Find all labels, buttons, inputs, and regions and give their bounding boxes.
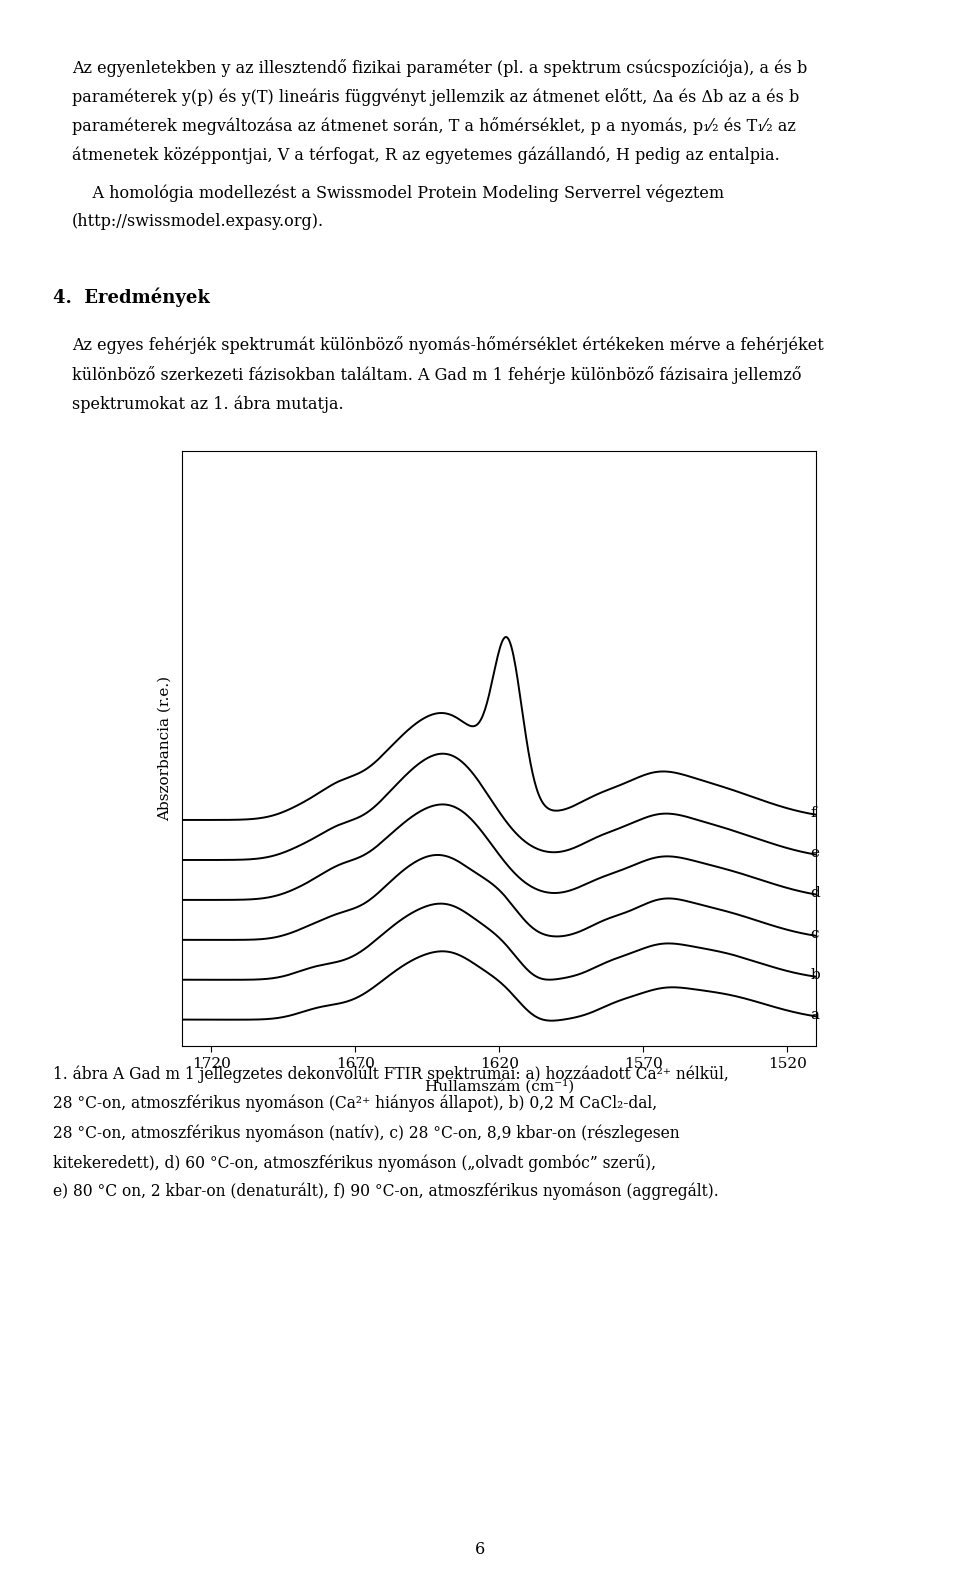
- Text: d: d: [810, 886, 820, 900]
- Text: e: e: [810, 846, 819, 860]
- Text: átmenetek középpontjai, V a térfogat, R az egyetemes gázállandó, H pedig az enta: átmenetek középpontjai, V a térfogat, R …: [72, 148, 780, 165]
- Text: e) 80 °C on, 2 kbar-on (denaturált), f) 90 °C-on, atmoszférikus nyomáson (aggreg: e) 80 °C on, 2 kbar-on (denaturált), f) …: [53, 1182, 718, 1200]
- Text: paraméterek megváltozása az átmenet során, T a hőmérséklet, p a nyomás, p₁⁄₂ és : paraméterek megváltozása az átmenet sorá…: [72, 117, 796, 135]
- Text: b: b: [810, 968, 820, 982]
- Text: különböző szerkezeti fázisokban találtam. A Gad m 1 fehérje különböző fázisaira : különböző szerkezeti fázisokban találtam…: [72, 365, 802, 384]
- Text: a: a: [810, 1008, 819, 1022]
- Text: f: f: [810, 806, 816, 820]
- Text: Az egyenletekben y az illesztendő fizikai paraméter (pl. a spektrum csúcspozíció: Az egyenletekben y az illesztendő fizika…: [72, 59, 807, 76]
- Text: 28 °C-on, atmoszférikus nyomáson (natív), c) 28 °C-on, 8,9 kbar-on (részlegesen: 28 °C-on, atmoszférikus nyomáson (natív)…: [53, 1124, 680, 1141]
- Text: 1. ábra A Gad m 1 jellegzetes dekonvolúlt FTIR spektrumai: a) hozzáadott Ca²⁺ né: 1. ábra A Gad m 1 jellegzetes dekonvolúl…: [53, 1065, 729, 1082]
- X-axis label: Hullamszám (cm⁻¹): Hullamszám (cm⁻¹): [424, 1079, 574, 1093]
- Text: 28 °C-on, atmoszférikus nyomáson (Ca²⁺ hiányos állapot), b) 0,2 M CaCl₂-dal,: 28 °C-on, atmoszférikus nyomáson (Ca²⁺ h…: [53, 1095, 657, 1112]
- Text: 4.  Eredmények: 4. Eredmények: [53, 287, 209, 306]
- Text: spektrumokat az 1. ábra mutatja.: spektrumokat az 1. ábra mutatja.: [72, 395, 344, 413]
- Text: paraméterek y(p) és y(T) lineáris függvényt jellemzik az átmenet előtt, Δa és Δb: paraméterek y(p) és y(T) lineáris függvé…: [72, 87, 800, 106]
- Text: c: c: [810, 927, 819, 941]
- Text: Az egyes fehérjék spektrumát különböző nyomás-hőmérséklet értékeken mérve a fehé: Az egyes fehérjék spektrumát különböző n…: [72, 336, 824, 354]
- Text: kitekeredett), d) 60 °C-on, atmoszférikus nyomáson („olvadt gombóc” szerű),: kitekeredett), d) 60 °C-on, atmoszfériku…: [53, 1154, 656, 1171]
- Y-axis label: Abszorbancia (r.e.): Abszorbancia (r.e.): [157, 676, 171, 822]
- Text: A homológia modellezést a Swissmodel Protein Modeling Serverrel végeztem: A homológia modellezést a Swissmodel Pro…: [72, 184, 724, 202]
- Text: 6: 6: [475, 1541, 485, 1558]
- Text: (http://swissmodel.expasy.org).: (http://swissmodel.expasy.org).: [72, 213, 324, 230]
